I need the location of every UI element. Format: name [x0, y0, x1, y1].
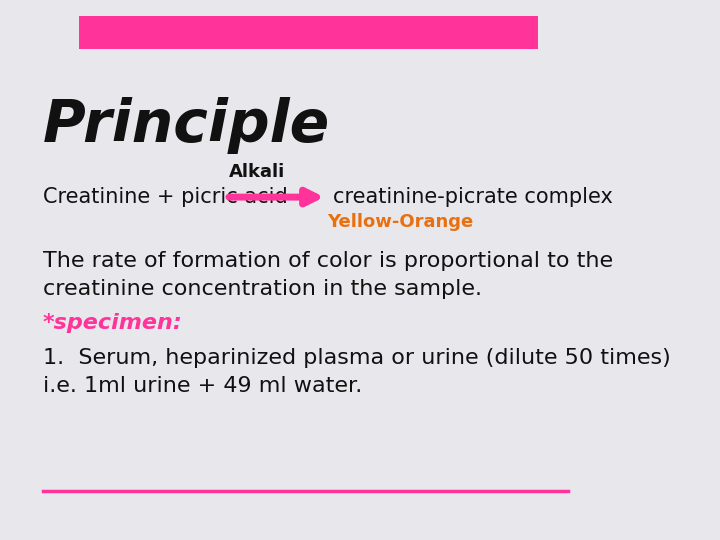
Text: creatinine-picrate complex: creatinine-picrate complex	[333, 187, 613, 207]
FancyBboxPatch shape	[79, 16, 538, 49]
Text: Yellow-Orange: Yellow-Orange	[327, 213, 474, 231]
Text: Principle: Principle	[42, 97, 330, 154]
Text: *specimen:: *specimen:	[42, 313, 183, 333]
Text: Alkali: Alkali	[228, 163, 285, 181]
Text: 1.  Serum, heparinized plasma or urine (dilute 50 times)
i.e. 1ml urine + 49 ml : 1. Serum, heparinized plasma or urine (d…	[42, 348, 670, 396]
Text: Creatinine + picric acid: Creatinine + picric acid	[42, 187, 287, 207]
Text: The rate of formation of color is proportional to the
creatinine concentration i: The rate of formation of color is propor…	[42, 251, 613, 299]
